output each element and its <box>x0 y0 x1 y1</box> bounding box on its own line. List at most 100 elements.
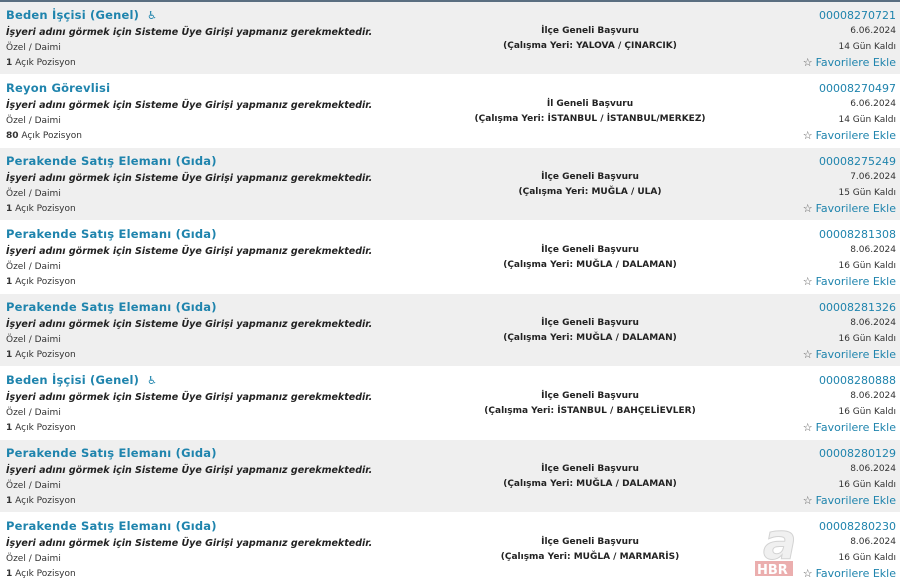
star-icon: ☆ <box>802 56 813 69</box>
open-positions: 1 Açık Pozisyon <box>6 423 76 433</box>
job-title[interactable]: Perakende Satış Elemanı (Gıda) <box>6 154 217 168</box>
employment-type: Özel / Daimi <box>6 116 61 126</box>
open-positions: 1 Açık Pozisyon <box>6 569 76 579</box>
job-id-link[interactable]: 00008280230 <box>819 520 896 533</box>
add-to-favorites-button[interactable]: ☆ Favorilere Ekle <box>803 421 896 434</box>
add-to-favorites-button[interactable]: ☆ Favorilere Ekle <box>803 348 896 361</box>
job-title-link[interactable]: Beden İşçisi (Genel) ♿ <box>6 8 157 22</box>
login-required-note: İşyeri adını görmek için Sisteme Üye Gir… <box>6 246 373 257</box>
job-title-link[interactable]: Beden İşçisi (Genel) ♿ <box>6 373 157 387</box>
job-title-link[interactable]: Perakende Satış Elemanı (Gıda) <box>6 300 217 314</box>
job-listing-row: Beden İşçisi (Genel) ♿ İşyeri adını görme… <box>0 367 900 440</box>
job-title-link[interactable]: Reyon Görevlisi <box>6 81 110 95</box>
add-to-favorites-button[interactable]: ☆ Favorilere Ekle <box>803 275 896 288</box>
position-count: 1 <box>6 496 13 506</box>
days-remaining: 16 Gün Kaldı <box>838 334 896 344</box>
position-label: Açık Pozisyon <box>15 58 76 68</box>
application-scope: İl Geneli Başvuru <box>546 99 634 109</box>
add-to-favorites-button[interactable]: ☆ Favorilere Ekle <box>803 494 896 507</box>
favorites-label: Favorilere Ekle <box>815 567 896 580</box>
employment-type: Özel / Daimi <box>6 554 61 564</box>
job-title-link[interactable]: Perakende Satış Elemanı (Gıda) <box>6 154 217 168</box>
star-icon: ☆ <box>802 421 813 434</box>
position-count: 1 <box>6 58 13 68</box>
login-required-note: İşyeri adını görmek için Sisteme Üye Gir… <box>6 319 373 330</box>
star-icon: ☆ <box>802 129 813 142</box>
days-remaining: 14 Gün Kaldı <box>838 42 896 52</box>
job-id-link[interactable]: 00008280129 <box>819 447 896 460</box>
star-icon: ☆ <box>802 202 813 215</box>
employment-type: Özel / Daimi <box>6 335 61 345</box>
favorites-label: Favorilere Ekle <box>815 348 896 361</box>
add-to-favorites-button[interactable]: ☆ Favorilere Ekle <box>803 202 896 215</box>
favorites-label: Favorilere Ekle <box>815 421 896 434</box>
position-label: Açık Pozisyon <box>15 277 76 287</box>
open-positions: 80 Açık Pozisyon <box>6 131 82 141</box>
position-label: Açık Pozisyon <box>15 423 76 433</box>
work-location: (Çalışma Yeri: MUĞLA / DALAMAN) <box>503 333 677 343</box>
job-id-link[interactable]: 00008281326 <box>819 301 896 314</box>
add-to-favorites-button[interactable]: ☆ Favorilere Ekle <box>803 129 896 142</box>
application-scope: İlçe Geneli Başvuru <box>541 391 639 401</box>
job-listing-row: Beden İşçisi (Genel) ♿ İşyeri adını görme… <box>0 2 900 75</box>
job-listing-row: Reyon Görevlisi İşyeri adını görmek için… <box>0 75 900 148</box>
job-title-link[interactable]: Perakende Satış Elemanı (Gıda) <box>6 227 217 241</box>
add-to-favorites-button[interactable]: ☆ Favorilere Ekle <box>803 56 896 69</box>
job-listing-row: Perakende Satış Elemanı (Gıda) İşyeri ad… <box>0 513 900 586</box>
job-listing-row: Perakende Satış Elemanı (Gıda) İşyeri ad… <box>0 294 900 367</box>
open-positions: 1 Açık Pozisyon <box>6 496 76 506</box>
job-title[interactable]: Perakende Satış Elemanı (Gıda) <box>6 519 217 533</box>
job-id-link[interactable]: 00008275249 <box>819 155 896 168</box>
job-title[interactable]: Perakende Satış Elemanı (Gıda) <box>6 300 217 314</box>
employment-type: Özel / Daimi <box>6 481 61 491</box>
days-remaining: 14 Gün Kaldı <box>838 115 896 125</box>
job-title[interactable]: Perakende Satış Elemanı (Gıda) <box>6 446 217 460</box>
open-positions: 1 Açık Pozisyon <box>6 350 76 360</box>
login-required-note: İşyeri adını görmek için Sisteme Üye Gir… <box>6 392 373 403</box>
star-icon: ☆ <box>802 348 813 361</box>
job-id-link[interactable]: 00008281308 <box>819 228 896 241</box>
days-remaining: 16 Gün Kaldı <box>838 261 896 271</box>
job-title-link[interactable]: Perakende Satış Elemanı (Gıda) <box>6 519 217 533</box>
login-required-note: İşyeri adını görmek için Sisteme Üye Gir… <box>6 100 373 111</box>
job-id-link[interactable]: 00008280888 <box>819 374 896 387</box>
login-required-note: İşyeri adını görmek için Sisteme Üye Gir… <box>6 538 373 549</box>
job-title-link[interactable]: Perakende Satış Elemanı (Gıda) <box>6 446 217 460</box>
position-count: 1 <box>6 423 13 433</box>
work-location: (Çalışma Yeri: MUĞLA / ULA) <box>518 187 662 197</box>
job-title[interactable]: Perakende Satış Elemanı (Gıda) <box>6 227 217 241</box>
posting-date: 6.06.2024 <box>850 26 896 36</box>
position-count: 80 <box>6 131 19 141</box>
job-title[interactable]: Reyon Görevlisi <box>6 81 111 95</box>
job-title[interactable]: Beden İşçisi (Genel) <box>6 373 140 387</box>
days-remaining: 16 Gün Kaldı <box>838 480 896 490</box>
position-label: Açık Pozisyon <box>15 350 76 360</box>
days-remaining: 16 Gün Kaldı <box>838 407 896 417</box>
posting-date: 6.06.2024 <box>850 99 896 109</box>
work-location: (Çalışma Yeri: MUĞLA / DALAMAN) <box>503 479 677 489</box>
open-positions: 1 Açık Pozisyon <box>6 58 76 68</box>
job-title[interactable]: Beden İşçisi (Genel) <box>6 8 140 22</box>
posting-date: 8.06.2024 <box>850 537 896 547</box>
position-count: 1 <box>6 277 13 287</box>
watermark-text: HBR <box>757 563 788 577</box>
star-icon: ☆ <box>802 567 813 580</box>
application-scope: İlçe Geneli Başvuru <box>541 464 639 474</box>
position-count: 1 <box>6 350 13 360</box>
work-location: (Çalışma Yeri: İSTANBUL / İSTANBUL/MERKE… <box>474 114 706 124</box>
star-icon: ☆ <box>802 494 813 507</box>
position-count: 1 <box>6 204 13 214</box>
work-location: (Çalışma Yeri: MUĞLA / MARMARİS) <box>500 552 680 562</box>
application-scope: İlçe Geneli Başvuru <box>541 318 639 328</box>
wheelchair-accessible-icon: ♿ <box>147 374 158 387</box>
job-id-link[interactable]: 00008270497 <box>819 82 896 95</box>
days-remaining: 16 Gün Kaldı <box>838 553 896 563</box>
login-required-note: İşyeri adını görmek için Sisteme Üye Gir… <box>6 27 373 38</box>
position-label: Açık Pozisyon <box>21 131 82 141</box>
add-to-favorites-button[interactable]: ☆ Favorilere Ekle <box>803 567 896 580</box>
favorites-label: Favorilere Ekle <box>815 56 896 69</box>
position-label: Açık Pozisyon <box>15 204 76 214</box>
application-scope: İlçe Geneli Başvuru <box>541 172 639 182</box>
job-id-link[interactable]: 00008270721 <box>819 9 896 22</box>
